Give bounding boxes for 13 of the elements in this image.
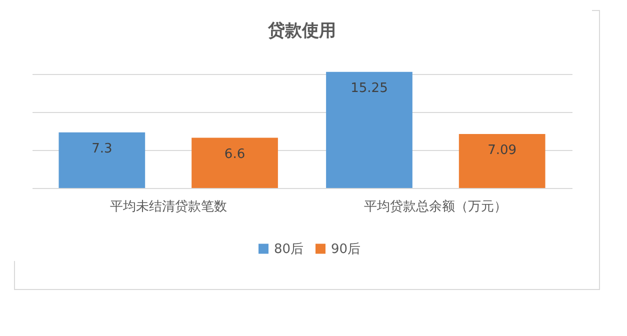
legend-label: 90后 bbox=[331, 242, 361, 257]
bar bbox=[192, 138, 278, 188]
data-label: 6.6 bbox=[224, 146, 246, 162]
data-label: 7.09 bbox=[488, 143, 517, 158]
data-label: 7.3 bbox=[92, 141, 112, 156]
data-label: 15.25 bbox=[350, 80, 388, 96]
chart-title: 贷款使用 bbox=[267, 21, 336, 41]
bar bbox=[326, 72, 412, 188]
x-tick-label: 平均贷款总余额（万元） bbox=[364, 200, 508, 214]
x-tick-label: 平均未结清贷款笔数 bbox=[110, 200, 227, 214]
bar bbox=[458, 134, 546, 188]
bar bbox=[58, 132, 146, 188]
legend-label: 80后 bbox=[274, 242, 304, 257]
